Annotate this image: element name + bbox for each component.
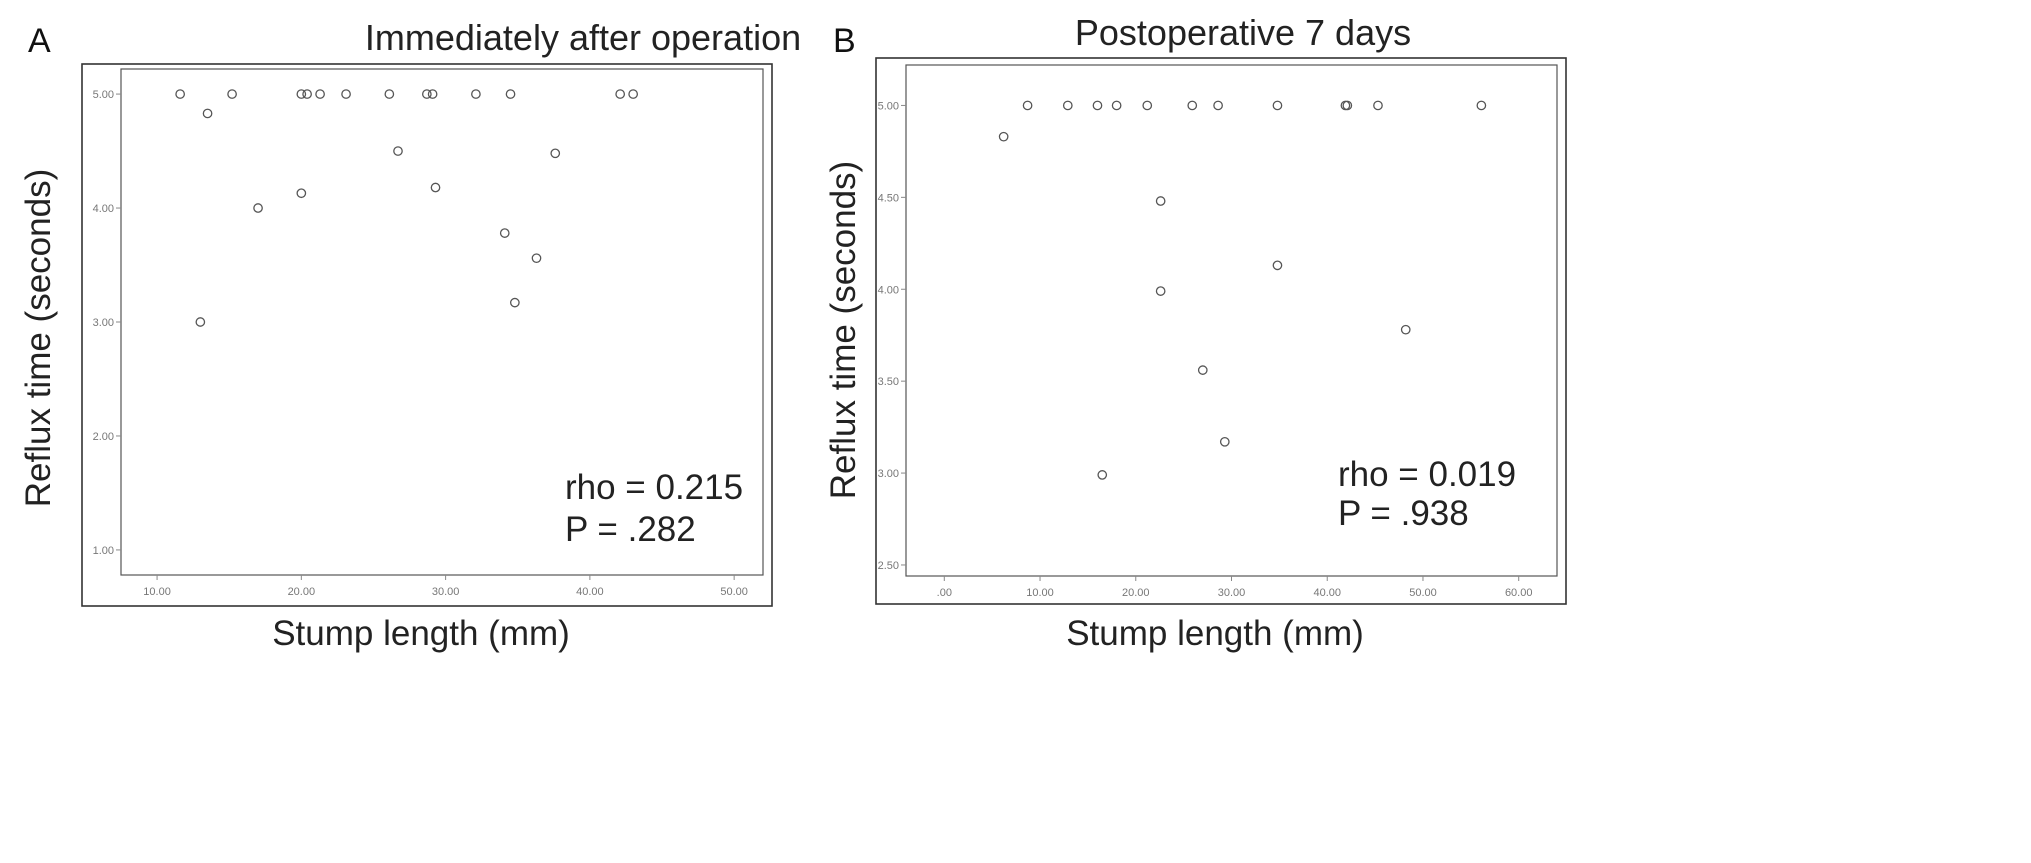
y-tick-label-a: 3.00 — [93, 317, 114, 329]
data-point-b — [1197, 365, 1208, 375]
y-tick-label-b: 3.50 — [878, 376, 899, 388]
y-tick-label-a: 1.00 — [93, 545, 114, 557]
x-tick-label-b: 50.00 — [1409, 587, 1437, 599]
data-point-a — [628, 89, 639, 99]
data-point-b — [1272, 100, 1283, 111]
data-points-a — [175, 89, 639, 327]
data-point-a — [296, 188, 307, 199]
axis-ticks-a: 10.00 20.00 30.00 40.00 50.00 1.00 2.00 3.00 4.0… — [93, 89, 748, 598]
annotation-rho-a: rho = 0.215 — [565, 468, 743, 507]
x-tick-label-a: 50.00 — [720, 586, 748, 598]
data-point-a — [427, 89, 438, 99]
x-tick-label-b: 40.00 — [1313, 587, 1341, 599]
annotation-p-a: P = .282 — [565, 510, 696, 549]
data-point-a — [341, 89, 351, 99]
panel-a: A Immediately after operation Reflux tim… — [19, 17, 801, 653]
panel-letter-b: B — [833, 22, 856, 60]
x-tick-label-b: 60.00 — [1505, 587, 1533, 599]
data-point-a — [471, 89, 481, 99]
x-tick-label-b: 10.00 — [1026, 587, 1054, 599]
data-point-a — [175, 89, 186, 99]
data-point-a — [253, 203, 263, 213]
x-tick-label-b: 30.00 — [1218, 587, 1246, 599]
x-tick-label-a: 20.00 — [288, 586, 316, 598]
data-point-b — [1340, 100, 1351, 111]
annotation-p-b: P = .938 — [1338, 494, 1469, 533]
data-point-b — [1476, 100, 1487, 111]
data-point-a — [499, 228, 510, 238]
data-point-a — [422, 89, 432, 99]
panel-frame-a — [81, 63, 773, 607]
panel-b: B Postoperative 7 days Reflux time (seco… — [824, 12, 1567, 653]
data-points-b — [998, 100, 1487, 480]
y-tick-label-b: 2.50 — [878, 560, 899, 572]
data-point-b — [1097, 470, 1108, 480]
y-tick-label-b: 4.50 — [878, 192, 899, 204]
data-point-b — [1373, 100, 1383, 111]
y-axis-label-b: Reflux time (seconds) — [824, 161, 863, 499]
x-axis-label-a: Stump length (mm) — [272, 614, 570, 653]
data-point-b — [1062, 100, 1073, 111]
data-point-a — [531, 253, 542, 264]
data-point-a — [202, 108, 213, 119]
x-tick-label-a: 10.00 — [143, 586, 171, 598]
data-point-a — [227, 89, 237, 99]
data-point-b — [1219, 436, 1230, 447]
data-point-a — [505, 89, 516, 99]
x-tick-label-b: .00 — [937, 587, 952, 599]
data-point-b — [998, 131, 1009, 142]
annotation-rho-b: rho = 0.019 — [1338, 455, 1516, 494]
data-point-b — [1187, 100, 1198, 111]
data-point-a — [384, 89, 395, 99]
x-tick-label-a: 40.00 — [576, 586, 604, 598]
data-point-a — [550, 148, 561, 159]
data-point-a — [393, 146, 403, 156]
data-point-a — [430, 182, 441, 193]
data-point-b — [1400, 324, 1411, 335]
y-tick-label-a: 4.00 — [93, 203, 114, 215]
data-point-a — [296, 89, 307, 99]
data-point-a — [195, 317, 206, 327]
data-point-b — [1272, 260, 1283, 271]
y-tick-label-a: 5.00 — [93, 89, 114, 101]
y-tick-label-b: 3.00 — [878, 468, 899, 480]
chart-title-b: Postoperative 7 days — [1075, 12, 1411, 53]
data-point-a — [302, 89, 312, 99]
data-point-b — [1155, 286, 1166, 296]
data-point-b — [1142, 100, 1153, 111]
axis-ticks-b: .00 10.00 20.00 30.00 40.00 50.00 60.00 2.50 3.0… — [878, 100, 1533, 599]
chart-title-a: Immediately after operation — [365, 17, 801, 58]
y-tick-label-a: 2.00 — [93, 431, 114, 443]
y-tick-label-b: 4.00 — [878, 284, 899, 296]
data-point-a — [315, 89, 325, 99]
panel-letter-a: A — [28, 22, 51, 60]
data-point-a — [510, 297, 520, 308]
y-tick-label-b: 5.00 — [878, 100, 899, 112]
data-point-b — [1022, 100, 1033, 111]
data-point-b — [1213, 100, 1223, 111]
data-point-a — [615, 89, 626, 99]
data-point-b — [1111, 100, 1122, 111]
data-point-b — [1092, 100, 1103, 111]
y-axis-label-a: Reflux time (seconds) — [19, 169, 58, 507]
data-point-b — [1155, 196, 1166, 206]
panel-frame-b — [875, 57, 1567, 605]
data-point-b — [1342, 100, 1353, 111]
x-axis-label-b: Stump length (mm) — [1066, 614, 1364, 653]
x-tick-label-a: 30.00 — [432, 586, 460, 598]
x-tick-label-b: 20.00 — [1122, 587, 1150, 599]
